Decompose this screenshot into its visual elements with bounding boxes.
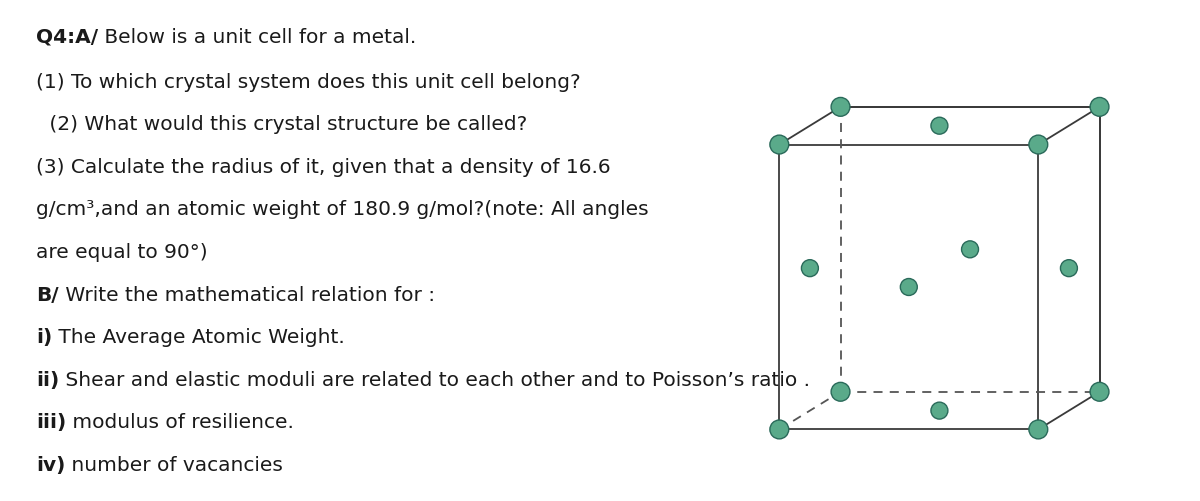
Text: ii): ii) [36, 371, 59, 390]
Text: (3) Calculate the radius of it, given that a density of 16.6: (3) Calculate the radius of it, given th… [36, 158, 611, 177]
Text: (1) To which crystal system does this unit cell belong?: (1) To which crystal system does this un… [36, 73, 581, 92]
Circle shape [832, 98, 850, 116]
Text: Q4:A/: Q4:A/ [36, 28, 98, 47]
Circle shape [1090, 98, 1109, 116]
Text: modulus of resilience.: modulus of resilience. [66, 413, 294, 432]
Text: Write the mathematical relation for :: Write the mathematical relation for : [59, 286, 434, 305]
Text: (2) What would this crystal structure be called?: (2) What would this crystal structure be… [43, 115, 528, 134]
Circle shape [900, 279, 917, 296]
Circle shape [1090, 382, 1109, 401]
Circle shape [1028, 135, 1048, 154]
Circle shape [961, 241, 978, 258]
Text: Below is a unit cell for a metal.: Below is a unit cell for a metal. [98, 28, 416, 47]
Text: iii): iii) [36, 413, 66, 432]
Text: number of vacancies: number of vacancies [65, 456, 283, 475]
Text: are equal to 90°): are equal to 90°) [36, 243, 208, 262]
Circle shape [1028, 420, 1048, 439]
Circle shape [770, 135, 788, 154]
Text: iv): iv) [36, 456, 65, 475]
Circle shape [770, 420, 788, 439]
Text: i): i) [36, 328, 53, 347]
Circle shape [931, 402, 948, 419]
Text: The Average Atomic Weight.: The Average Atomic Weight. [53, 328, 346, 347]
Text: g/cm³,and an atomic weight of 180.9 g/mol?(note: All angles: g/cm³,and an atomic weight of 180.9 g/mo… [36, 200, 649, 219]
Circle shape [832, 382, 850, 401]
Circle shape [1061, 260, 1078, 277]
Circle shape [802, 260, 818, 277]
Text: B/: B/ [36, 286, 59, 305]
Text: Shear and elastic moduli are related to each other and to Poisson’s ratio .: Shear and elastic moduli are related to … [59, 371, 810, 390]
Circle shape [931, 117, 948, 134]
